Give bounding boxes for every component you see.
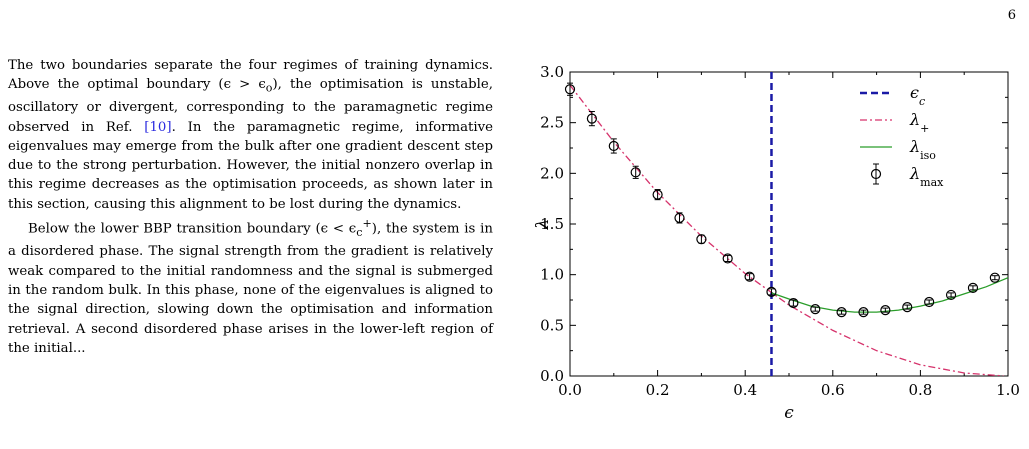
data-marker: [674, 212, 685, 224]
y-tick-label: 1.5: [540, 215, 564, 233]
lambda-plus-curve: [570, 84, 1004, 376]
epsilon-o-subscript: o: [265, 81, 273, 95]
lambda-max-point: [880, 305, 891, 316]
data-marker: [945, 289, 957, 301]
lambda-max-point: [586, 111, 598, 127]
data-marker: [696, 234, 707, 245]
lambda-max-point: [744, 271, 755, 282]
x-tick-label: 0.6: [821, 381, 845, 399]
data-marker: [630, 167, 641, 178]
paragraph-regimes-text-3: . In the paramagnetic regime, informativ…: [8, 119, 493, 212]
data-marker: [924, 296, 935, 308]
y-tick-label: 2.5: [540, 114, 564, 132]
lambda-iso-curve: [771, 277, 1008, 313]
data-marker: [902, 301, 913, 313]
body-text: The two boundaries separate the four reg…: [8, 56, 493, 358]
paragraph-regimes-text-1: The two boundaries separate the four reg…: [8, 58, 493, 93]
x-tick-label: 0.0: [558, 381, 582, 399]
paragraph-regimes: The two boundaries separate the four reg…: [8, 56, 493, 214]
paragraph-disordered-text-1: Below the lower BBP transition boundary …: [27, 221, 357, 237]
legend-marker: [870, 168, 882, 180]
lambda-max-point: [674, 212, 685, 224]
epsilon-c-superscript: +: [362, 217, 372, 231]
data-marker: [652, 189, 663, 200]
lambda-max-point: [967, 282, 979, 293]
data-marker: [880, 305, 891, 316]
y-tick-label: 3.0: [540, 63, 564, 81]
paragraph-disordered-text-2: ), the system is in a disordered phase. …: [8, 221, 493, 356]
paragraph-disordered: Below the lower BBP transition boundary …: [8, 214, 493, 358]
lambda-max-point: [836, 307, 847, 318]
legend-entry-label: λ+: [909, 110, 929, 135]
lambda-max-point: [858, 307, 869, 318]
lambda-max-point: [722, 253, 733, 264]
data-marker: [967, 282, 979, 293]
data-marker: [836, 307, 847, 318]
lambda-max-point: [696, 234, 707, 245]
lambda-max-point: [924, 296, 935, 308]
data-marker: [989, 272, 1000, 283]
data-marker: [766, 286, 777, 297]
lambda-max-point: [810, 304, 821, 315]
eigenvalue-figure: 0.0 0.2 0.4 0.6 0.8 1.0 0.0 0.5 1.0 1.5 2.0 2.5 3.0 ϵ…: [520, 60, 1020, 423]
y-axis-label: λ: [533, 219, 553, 231]
data-marker: [810, 304, 821, 315]
x-tick-label: 0.8: [908, 381, 932, 399]
y-tick-label: 1.0: [540, 266, 564, 284]
lambda-max-point: [630, 165, 641, 179]
x-tick-label: 0.2: [646, 381, 670, 399]
lambda-max-point: [945, 289, 957, 301]
lambda-max-point: [608, 138, 619, 154]
x-tick-label: 1.0: [996, 381, 1020, 399]
lambda-max-point: [788, 297, 799, 309]
lambda-max-point: [652, 189, 663, 201]
legend-entry-label: λiso: [909, 137, 936, 162]
paragraph-regimes-text-2: ), the optimisation is unstable, oscilla…: [8, 77, 493, 135]
epsilon-c-subscript: c: [356, 226, 363, 240]
legend-entry-label: λmax: [909, 164, 944, 189]
data-marker: [722, 253, 733, 264]
y-tick-label: 2.0: [540, 164, 564, 182]
plot-frame: [569, 71, 1009, 377]
data-marker: [586, 113, 598, 124]
lambda-max-point: [766, 286, 777, 297]
lambda-max-point: [989, 272, 1000, 283]
legend-entry-label: ϵc: [910, 83, 925, 108]
citation-link[interactable]: [10]: [144, 119, 172, 135]
lambda-max-point: [902, 301, 913, 313]
data-marker: [744, 271, 755, 282]
data-marker: [788, 297, 799, 309]
x-tick-label: 0.4: [733, 381, 757, 399]
data-marker: [858, 307, 869, 318]
data-marker: [564, 84, 576, 95]
data-marker: [608, 140, 619, 152]
y-tick-label: 0.0: [540, 367, 564, 385]
eigenvalue-chart: 0.0 0.2 0.4 0.6 0.8 1.0 0.0 0.5 1.0 1.5 2.0 2.5 3.0 ϵ…: [533, 63, 1020, 423]
lambda-max-point: [564, 82, 576, 96]
y-tick-label: 0.5: [540, 316, 564, 334]
page-number: 6: [1007, 8, 1016, 23]
legend: [860, 91, 892, 185]
x-axis-label: ϵ: [784, 403, 794, 423]
